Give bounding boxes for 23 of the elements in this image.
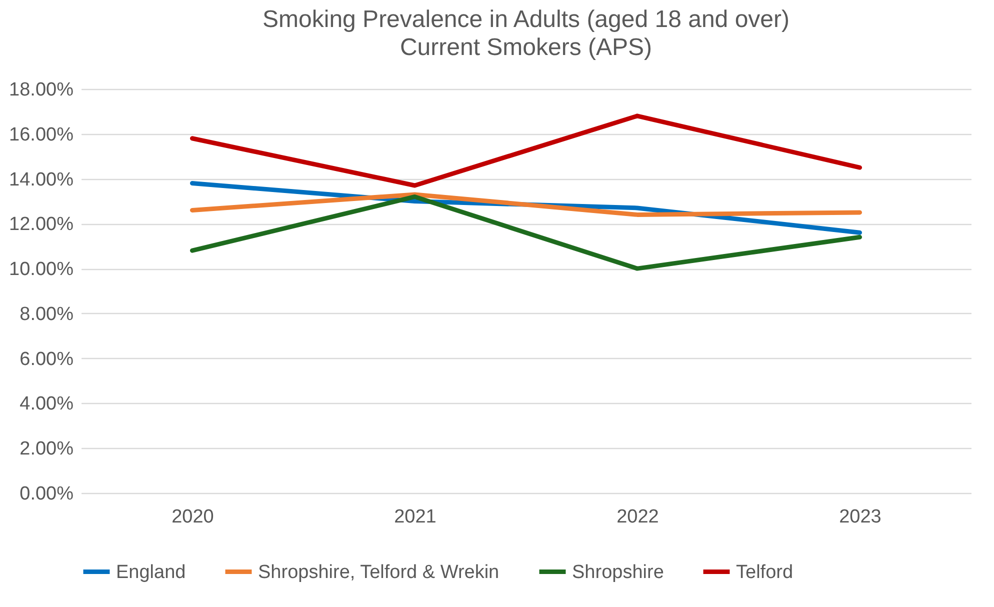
y-tick-label: 16.00% xyxy=(9,124,74,146)
y-tick-label: 18.00% xyxy=(9,80,74,100)
y-tick-label: 10.00% xyxy=(9,259,74,280)
x-tick-label: 2021 xyxy=(394,506,436,528)
y-tick-label: 14.00% xyxy=(9,169,74,190)
y-tick-label: 6.00% xyxy=(20,348,74,370)
y-tick-label: 8.00% xyxy=(20,304,74,325)
y-tick-label: 12.00% xyxy=(9,214,74,236)
y-tick-label: 2.00% xyxy=(20,438,74,460)
line-series xyxy=(190,114,862,188)
legend-label: Telford xyxy=(736,562,794,583)
chart-subtitle: Current Smokers (APS) xyxy=(400,34,652,61)
legend-label: Shropshire, Telford & Wrekin xyxy=(258,562,500,583)
x-tick-label: 2023 xyxy=(839,506,882,528)
y-tick-label: 0.00% xyxy=(20,484,74,504)
line-series xyxy=(190,192,862,217)
legend-label: England xyxy=(116,562,186,583)
y-tick-label: 4.00% xyxy=(20,394,74,415)
chart-title: Smoking Prevalence in Adults (aged 18 and over) xyxy=(262,6,790,33)
line-series xyxy=(190,194,862,271)
x-tick-label: 2022 xyxy=(616,506,659,528)
legend-label: Shropshire xyxy=(572,562,664,583)
x-tick-label: 2020 xyxy=(172,506,214,528)
